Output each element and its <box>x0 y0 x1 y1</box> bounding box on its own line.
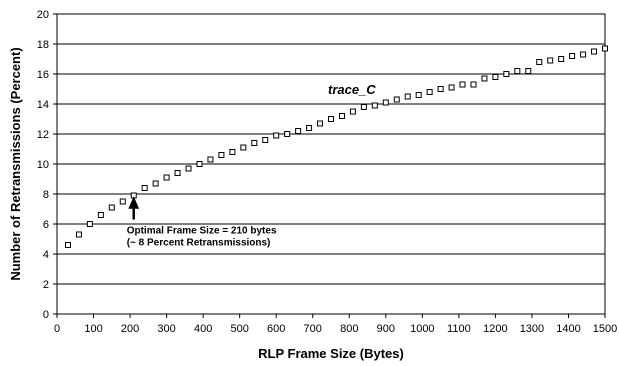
x-axis-title: RLP Frame Size (Bytes) <box>258 346 404 361</box>
data-point <box>119 198 126 205</box>
data-point <box>163 174 170 181</box>
data-point <box>569 53 576 59</box>
x-tick-label: 100 <box>84 323 102 335</box>
data-point <box>218 152 225 158</box>
data-point <box>349 108 356 115</box>
x-tick-label: 800 <box>340 323 358 335</box>
data-point <box>174 170 181 176</box>
data-points <box>64 45 608 248</box>
data-point <box>97 212 104 218</box>
x-tick-label: 1400 <box>556 323 580 335</box>
x-tick-label: 1300 <box>520 323 544 335</box>
series-label: trace_C <box>328 82 376 97</box>
data-point <box>503 71 510 77</box>
data-point <box>426 89 433 95</box>
data-point <box>262 137 269 143</box>
y-tick-label: 10 <box>37 159 49 171</box>
y-tick-label: 16 <box>37 69 49 81</box>
x-tick-label: 700 <box>304 323 322 335</box>
data-point <box>602 45 608 52</box>
data-point <box>360 104 367 110</box>
data-point <box>382 99 389 106</box>
y-tick-label: 4 <box>43 249 49 261</box>
data-point <box>196 161 203 167</box>
y-axis-ticks: 0 2 4 6 8 10 12 14 16 18 20 <box>37 9 57 321</box>
y-tick-label: 2 <box>43 279 49 291</box>
data-point <box>404 93 411 100</box>
x-tick-label: 200 <box>121 323 139 335</box>
x-tick-label: 1100 <box>447 323 471 335</box>
annotation: Optimal Frame Size = 210 bytes (~ 8 Perc… <box>127 196 277 249</box>
y-tick-label: 14 <box>37 99 49 111</box>
y-tick-label: 20 <box>37 9 49 21</box>
data-point <box>229 149 236 155</box>
data-point <box>437 86 444 92</box>
data-point <box>558 56 565 62</box>
data-point <box>75 231 82 238</box>
data-point <box>415 92 422 98</box>
x-tick-label: 900 <box>377 323 395 335</box>
x-axis-ticks: 0 100 200 300 400 500 600 700 800 900 1000 1100 1200… <box>54 314 617 335</box>
data-point <box>536 59 543 65</box>
data-point <box>328 116 334 122</box>
x-tick-label: 1500 <box>593 323 617 335</box>
x-tick-label: 600 <box>267 323 285 335</box>
data-point <box>448 84 455 91</box>
data-point <box>141 185 148 191</box>
data-point <box>240 144 247 151</box>
data-point <box>580 51 587 58</box>
data-point <box>459 81 466 88</box>
x-tick-label: 500 <box>230 323 248 335</box>
data-point <box>470 81 477 88</box>
y-tick-label: 12 <box>37 129 49 141</box>
data-point <box>152 180 159 187</box>
data-point <box>306 125 313 131</box>
data-point <box>317 120 324 127</box>
y-tick-label: 0 <box>43 309 49 321</box>
x-tick-label: 1000 <box>410 323 434 335</box>
data-point <box>251 140 258 146</box>
data-point <box>86 221 93 227</box>
data-point <box>547 57 554 64</box>
y-tick-label: 8 <box>43 189 49 201</box>
y-tick-label: 6 <box>43 219 49 231</box>
gridlines <box>57 43 605 285</box>
data-point <box>514 68 521 74</box>
y-tick-label: 18 <box>37 39 49 51</box>
data-point <box>492 74 499 80</box>
x-tick-label: 400 <box>194 323 212 335</box>
data-point <box>591 48 598 55</box>
data-point <box>525 68 532 74</box>
data-point <box>481 75 488 82</box>
annotation-arrow <box>128 196 140 220</box>
data-point <box>295 128 302 134</box>
data-point <box>207 156 214 163</box>
x-tick-label: 1200 <box>483 323 507 335</box>
y-axis-title: Number of Retransmissions (Percent) <box>8 47 23 280</box>
data-point <box>338 113 345 119</box>
x-tick-label: 300 <box>157 323 175 335</box>
data-point <box>108 204 115 211</box>
data-point <box>393 96 400 103</box>
data-point <box>273 132 280 139</box>
annotation-line-1: Optimal Frame Size = 210 bytes <box>127 226 277 237</box>
data-point <box>185 165 192 172</box>
data-point <box>64 242 71 248</box>
data-point <box>371 102 378 109</box>
data-point <box>284 131 291 137</box>
x-tick-label: 0 <box>54 323 60 335</box>
annotation-line-2: (~ 8 Percent Retransmissions) <box>127 238 271 249</box>
